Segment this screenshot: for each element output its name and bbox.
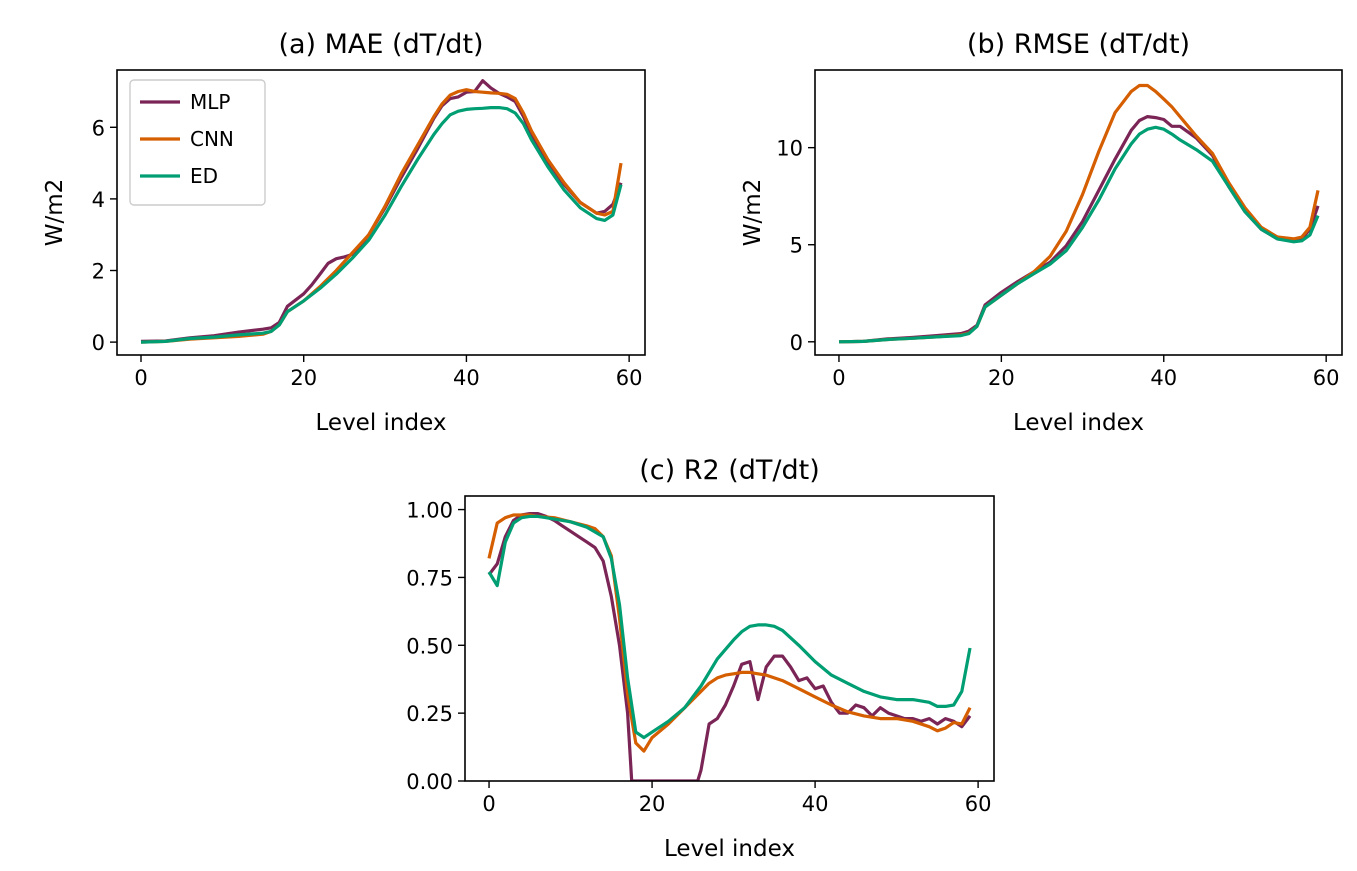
legend-label-cnn: CNN: [190, 127, 234, 151]
panel-title: (b) RMSE (dT/dt): [967, 29, 1190, 60]
y-tick-label: 0.50: [406, 634, 453, 658]
legend-label-mlp: MLP: [190, 90, 230, 114]
y-tick-label: 0.00: [406, 770, 453, 794]
y-tick-label: 0.25: [406, 702, 453, 726]
x-tick-label: 20: [639, 792, 666, 816]
x-tick-label: 40: [453, 366, 480, 390]
series-line-ed: [838, 125, 1320, 344]
axes-frame: [116, 69, 646, 356]
x-tick-label: 0: [832, 366, 845, 390]
legend: MLP CNN ED: [129, 79, 266, 206]
series-line-mlp: [487, 511, 972, 781]
y-tick-label: 4: [92, 188, 105, 212]
legend-box: [129, 79, 266, 206]
x-tick-label: 60: [1313, 366, 1340, 390]
y-tick-label: 6: [92, 116, 105, 140]
y-tick-label: 0.75: [406, 566, 453, 590]
y-tick-label: 5: [790, 234, 803, 258]
y-axis-label: W/m2: [42, 179, 68, 247]
x-axis-label: Level index: [664, 836, 795, 862]
y-axis-label: W/m2: [740, 179, 766, 247]
x-tick-label: 40: [1150, 366, 1177, 390]
panel-title: (c) R2 (dT/dt): [639, 455, 820, 486]
panel-mae: 0 20 40 60 0 2 4 6 (a) MAE (dT/dt) Level index W/m…: [42, 29, 646, 436]
x-tick-label: 20: [988, 366, 1015, 390]
x-tick-label: 60: [616, 366, 643, 390]
x-axis-label: Level index: [316, 410, 447, 436]
series-line-ed: [487, 514, 972, 740]
y-tick-label: 0: [790, 331, 803, 355]
panel-rmse: 0 20 40 60 0 5 10 (b) RMSE (dT/dt) Level index W/…: [740, 29, 1343, 436]
y-tick-label: 1.00: [406, 499, 453, 523]
series-line-ed: [140, 105, 623, 344]
x-tick-label: 0: [482, 792, 495, 816]
x-tick-label: 0: [134, 366, 147, 390]
series-line-mlp: [838, 114, 1320, 344]
x-axis-label: Level index: [1013, 410, 1144, 436]
y-tick-label: 10: [776, 137, 803, 161]
y-tick-label: 2: [92, 260, 105, 284]
x-tick-label: 40: [802, 792, 829, 816]
panel-title: (a) MAE (dT/dt): [278, 29, 483, 60]
x-tick-label: 60: [965, 792, 992, 816]
x-tick-label: 20: [290, 366, 317, 390]
panel-r2: 0 20 40 60 0.00 0.25 0.50 0.75 1.00 (c) R2 (dT/dt…: [406, 455, 995, 862]
y-tick-label: 0: [92, 331, 105, 355]
axes-frame: [814, 69, 1343, 356]
axes-frame: [464, 495, 995, 782]
legend-label-ed: ED: [190, 164, 218, 188]
